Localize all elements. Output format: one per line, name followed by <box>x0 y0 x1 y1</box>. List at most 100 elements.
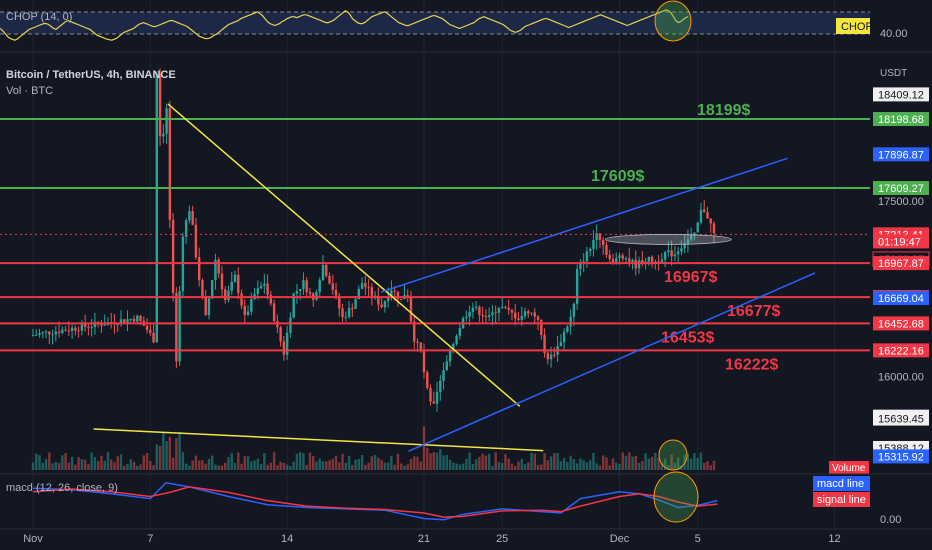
level-label: 16222$ <box>725 356 778 373</box>
volume-bar <box>487 453 491 470</box>
candle-body <box>514 312 517 319</box>
candle-body <box>367 287 370 289</box>
candle-body <box>90 326 93 328</box>
trend-line[interactable] <box>408 272 816 452</box>
candle-body <box>351 308 354 310</box>
volume-bar <box>533 453 536 470</box>
candle-body <box>54 331 58 335</box>
volume-label[interactable]: Vol · BTC <box>6 85 53 97</box>
candle-body <box>419 342 422 352</box>
candle-body <box>331 283 334 290</box>
candle-body <box>123 319 126 323</box>
candle-body <box>204 296 207 316</box>
candle-body <box>481 315 484 317</box>
volume-bar <box>136 465 139 470</box>
candle-body <box>67 330 71 332</box>
chop-band <box>0 12 870 34</box>
volume-badge-box <box>829 461 869 474</box>
volume-bar <box>119 454 123 470</box>
candle-body <box>100 323 103 326</box>
macd-indicator-label[interactable]: macd (12, 26, close, 9) <box>6 482 118 494</box>
candle-body <box>152 332 155 343</box>
candle-body <box>484 316 488 318</box>
volume-bar <box>523 464 527 470</box>
volume-bar <box>168 436 172 470</box>
time-axis-label: 21 <box>418 533 430 545</box>
volume-bar <box>302 453 305 470</box>
volume-bar <box>380 459 383 470</box>
volume-bar <box>442 455 445 470</box>
candle-body <box>572 303 576 317</box>
candle-body <box>80 323 84 331</box>
candle-body <box>452 344 455 350</box>
volume-bar <box>70 456 74 470</box>
trend-line[interactable] <box>167 103 521 407</box>
candle-body <box>575 268 579 304</box>
price-pane[interactable]: 18199$ 17609$ 16967$ 16677$ 16453$ 16222$ Bit… <box>0 68 932 475</box>
volume-bar <box>253 460 256 470</box>
candle-body <box>680 248 683 252</box>
volume-bar <box>598 465 602 470</box>
volume-bar <box>90 452 93 470</box>
candle-body <box>409 295 413 322</box>
price-axis-label: 16452.68 <box>878 318 924 330</box>
time-axis[interactable]: Nov 7 14 21 25 Dec 5 12 <box>23 533 840 545</box>
trend-line[interactable] <box>380 157 788 293</box>
macd-pane[interactable]: macd (12, 26, close, 9) macd line signal… <box>6 471 901 526</box>
level-label: 16453$ <box>661 329 714 346</box>
volume-bar <box>510 463 514 470</box>
volume-bar <box>572 458 576 470</box>
candle-body <box>31 334 35 336</box>
candle-body <box>465 316 468 318</box>
volume-bar <box>696 457 699 470</box>
candle-body <box>696 222 699 233</box>
volume-bar <box>93 457 97 470</box>
price-axis-label: 16222.16 <box>878 345 924 357</box>
candle-body <box>383 301 387 308</box>
volume-bar <box>686 453 690 470</box>
chop-indicator-label[interactable]: CHOP (14, 0) <box>6 11 72 23</box>
candle-body <box>458 328 462 336</box>
candle-body <box>588 248 592 252</box>
candle-body <box>631 259 634 262</box>
price-axis-labels[interactable]: 18409.12 18198.68 17896.87 17609.2717500.00… <box>872 87 930 464</box>
volume-bar <box>308 452 312 470</box>
volume-bar <box>624 455 628 470</box>
volume-bar <box>426 447 429 470</box>
candle-body <box>305 280 308 292</box>
candle-body <box>35 334 38 336</box>
volume-bar <box>419 461 422 470</box>
volume-bar <box>657 457 660 470</box>
price-label-box <box>873 343 929 358</box>
candle-body <box>139 315 142 321</box>
candle-body <box>250 298 253 312</box>
volume-bar <box>595 463 598 470</box>
price-axis-label: 15315.92 <box>878 451 924 463</box>
candle-body <box>298 288 302 292</box>
volume-bar <box>289 465 292 470</box>
trend-line[interactable] <box>93 428 544 452</box>
volume-bar <box>689 458 693 470</box>
volume-bar <box>615 462 618 470</box>
price-axis-unit[interactable]: USDT <box>880 68 907 79</box>
volume-bar <box>497 462 501 470</box>
candle-body <box>429 387 432 402</box>
candle-body <box>354 299 357 309</box>
volume-bar <box>393 464 396 470</box>
candle-body <box>357 288 361 300</box>
volume-bar <box>373 454 377 470</box>
price-label-box <box>873 112 929 127</box>
candle-body <box>272 303 276 321</box>
volume-bar <box>110 459 113 470</box>
volume-bar <box>693 453 696 470</box>
volume-bar <box>272 452 276 470</box>
candle-body <box>393 290 396 292</box>
volume-bar <box>201 460 204 470</box>
symbol-title[interactable]: Bitcoin / TetherUS, 4h, BINANCE <box>6 69 176 81</box>
volume-bar <box>585 462 589 470</box>
candle-body <box>197 257 201 281</box>
candle-body <box>224 289 227 301</box>
price-axis-label: 17609.27 <box>878 183 924 195</box>
candle-body <box>377 295 380 305</box>
